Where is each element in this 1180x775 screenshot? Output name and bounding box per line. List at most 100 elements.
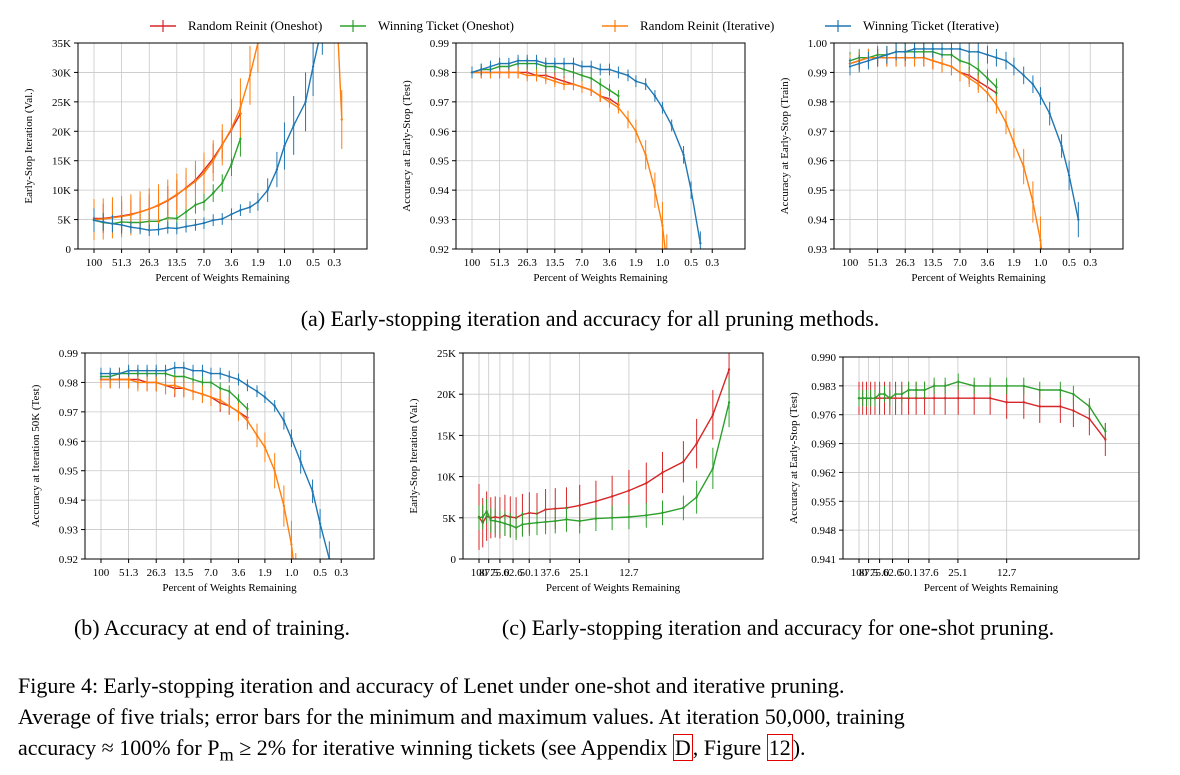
series-line: [472, 71, 666, 249]
data-point: [239, 208, 242, 212]
data-point: [580, 65, 584, 68]
data-point: [995, 56, 998, 59]
x-tick-label: 13.5: [174, 567, 194, 579]
data-point: [682, 153, 685, 157]
data-point: [644, 83, 647, 86]
y-axis-label: Early-Stop Iteration (Val.): [408, 398, 420, 513]
x-tick-label: 7.0: [197, 257, 211, 269]
data-point: [972, 397, 976, 400]
data-point: [931, 47, 935, 51]
caption-line-3: accuracy ≈ 100% for Pm ≥ 2% for iterativ…: [18, 732, 1166, 770]
data-point: [565, 518, 568, 521]
x-tick-label: 25.1: [570, 567, 589, 579]
y-tick-label: 0.962: [811, 467, 836, 479]
x-tick-label: 62.6: [883, 567, 903, 579]
data-point: [256, 200, 260, 204]
data-point: [876, 56, 879, 59]
series: [848, 43, 1080, 238]
data-point: [182, 387, 186, 390]
subcaption-b: (b) Accuracy at end of training.: [74, 615, 350, 640]
series-group: [92, 12, 343, 241]
figure-link[interactable]: 12: [766, 734, 793, 761]
data-point: [202, 200, 206, 204]
y-tick-label: 0.948: [811, 525, 836, 537]
chart-panel-a1: 100 51.3 26.3 13.5 7.0 3.6 1.9 1.0 0.5 0.3 0 5K 10K 1…: [23, 12, 368, 284]
data-point: [248, 74, 252, 77]
legend-item: Winning Ticket (Iterative): [825, 18, 999, 33]
data-point: [173, 384, 176, 387]
data-point: [950, 65, 953, 68]
data-point: [977, 50, 980, 54]
data-point: [535, 59, 538, 62]
series: [848, 48, 1043, 249]
data-point: [292, 124, 295, 127]
data-point: [136, 381, 140, 384]
x-tick-label: 75.0: [870, 567, 890, 579]
data-point: [136, 369, 140, 372]
y-axis-label: Accuracy at Early-Stop (Test): [788, 392, 800, 524]
data-point: [1088, 417, 1091, 421]
data-point: [166, 198, 169, 202]
data-point: [885, 53, 889, 56]
data-point: [184, 187, 188, 190]
x-tick-label: 12.7: [619, 567, 639, 579]
x-tick-label: 50.1: [899, 567, 918, 579]
data-point: [228, 375, 231, 378]
y-tick-label: 0.98: [430, 67, 450, 79]
x-tick-label: 0.5: [306, 257, 320, 269]
series-line: [471, 60, 701, 244]
data-point: [634, 80, 638, 83]
data-point: [282, 419, 286, 422]
y-tick-label: 0.97: [59, 407, 79, 419]
data-point: [610, 516, 614, 519]
y-tick-label: 0.969: [811, 439, 836, 451]
data-point: [626, 74, 630, 77]
data-point: [967, 62, 971, 65]
y-tick-label: 0.941: [811, 554, 836, 566]
y-tick-label: 20K: [437, 389, 456, 401]
series-line: [101, 378, 294, 559]
data-point: [507, 71, 511, 74]
x-tick-label: 1.9: [258, 567, 272, 579]
data-point: [155, 369, 158, 372]
x-tick-label: 100: [851, 567, 868, 579]
y-tick-label: 10K: [437, 472, 456, 484]
x-tick-label: 7.0: [204, 567, 218, 579]
x-tick-label: 26.3: [140, 257, 160, 269]
data-point: [904, 50, 907, 54]
data-point: [489, 65, 492, 68]
data-point: [266, 12, 268, 14]
y-tick-label: 0.955: [811, 496, 836, 508]
data-point: [977, 83, 980, 86]
x-axis-label: Percent of Weights Remaining: [533, 272, 668, 284]
data-point: [1039, 238, 1042, 242]
caption-line-2: Average of five trials; error bars for t…: [18, 704, 905, 729]
data-point: [578, 519, 581, 523]
data-point: [883, 392, 886, 396]
data-point: [340, 118, 343, 121]
plot-frame: [462, 352, 764, 560]
caption-subscript: m: [219, 744, 234, 765]
x-axis-label: Percent of Weights Remaining: [546, 582, 681, 594]
data-point: [1067, 174, 1071, 177]
y-tick-label: 0.99: [808, 67, 828, 79]
data-point: [572, 71, 575, 74]
data-point: [554, 519, 557, 523]
data-point: [627, 489, 631, 492]
series: [477, 377, 731, 541]
data-point: [498, 71, 501, 74]
data-point: [209, 372, 213, 375]
x-tick-label: 37.6: [540, 567, 560, 579]
data-point: [553, 62, 557, 65]
x-tick-label: 13.5: [167, 257, 187, 269]
legend-label: Random Reinit (Oneshot): [188, 18, 322, 33]
appendix-link[interactable]: D: [672, 734, 693, 761]
data-point: [580, 85, 584, 89]
data-point: [670, 124, 673, 127]
chart-panels: 100 51.3 26.3 13.5 7.0 3.6 1.9 1.0 0.5 0.305K10K1…: [23, 12, 1140, 594]
series: [848, 43, 998, 96]
data-point: [986, 53, 989, 56]
series: [470, 54, 702, 249]
data-point: [957, 380, 960, 383]
data-point: [175, 227, 179, 230]
